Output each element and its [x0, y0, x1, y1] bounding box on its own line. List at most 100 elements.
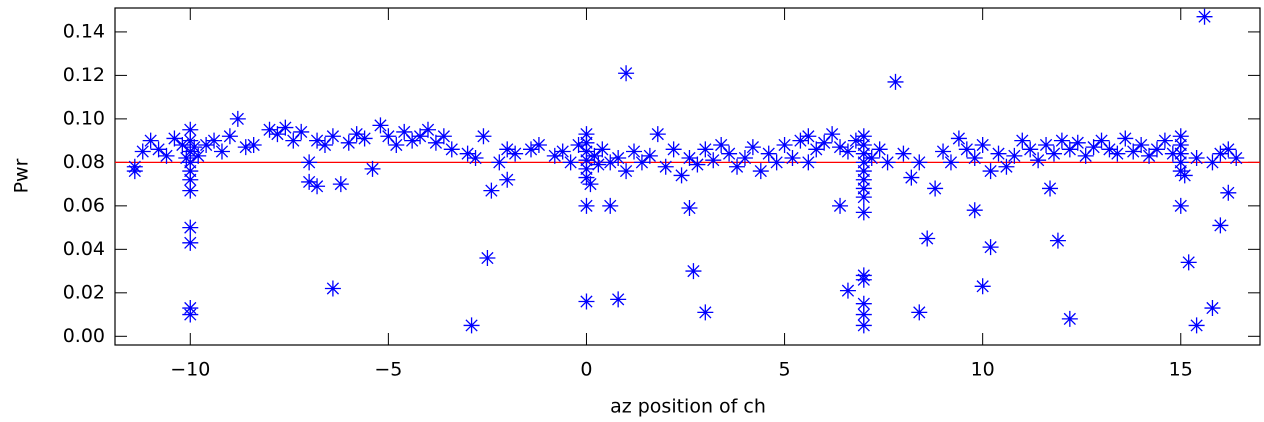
point: [499, 141, 516, 158]
point: [673, 167, 690, 184]
point: [808, 141, 825, 158]
point: [182, 163, 199, 180]
point: [832, 197, 849, 214]
x-tick-label: −5: [374, 359, 402, 381]
point: [348, 126, 365, 143]
point: [324, 280, 341, 297]
y-tick-label: 0.00: [63, 325, 105, 347]
point: [546, 147, 563, 164]
point: [1176, 167, 1193, 184]
point: [285, 132, 302, 149]
point: [839, 143, 856, 160]
point: [396, 123, 413, 140]
point: [309, 132, 326, 149]
point: [356, 130, 373, 147]
point: [855, 306, 872, 323]
point: [1125, 143, 1142, 160]
point: [340, 134, 357, 151]
point: [332, 176, 349, 193]
point: [182, 132, 199, 149]
point: [610, 150, 627, 167]
point: [1172, 128, 1189, 145]
point: [412, 128, 429, 145]
point: [855, 180, 872, 197]
point: [182, 234, 199, 251]
point: [1204, 154, 1221, 171]
point: [760, 145, 777, 162]
point: [903, 169, 920, 186]
point: [768, 154, 785, 171]
point: [166, 130, 183, 147]
point: [324, 128, 341, 145]
point: [832, 139, 849, 156]
point: [269, 126, 286, 143]
point: [800, 128, 817, 145]
point: [316, 136, 333, 153]
y-tick-label: 0.12: [63, 64, 105, 86]
point: [586, 147, 603, 164]
point: [309, 178, 326, 195]
point: [1196, 8, 1213, 25]
point: [871, 141, 888, 158]
point: [744, 139, 761, 156]
point: [530, 136, 547, 153]
point: [610, 291, 627, 308]
point: [855, 145, 872, 162]
point: [1038, 136, 1055, 153]
point: [966, 202, 983, 219]
point: [404, 132, 421, 149]
point: [1117, 130, 1134, 147]
point: [1188, 317, 1205, 334]
point: [1006, 147, 1023, 164]
point: [467, 150, 484, 167]
point: [570, 136, 587, 153]
point: [602, 154, 619, 171]
point: [578, 169, 595, 186]
point: [590, 156, 607, 173]
point: [681, 150, 698, 167]
point: [847, 132, 864, 149]
point: [863, 150, 880, 167]
point: [1109, 145, 1126, 162]
point: [261, 121, 278, 138]
point: [927, 180, 944, 197]
point: [1101, 141, 1118, 158]
point: [990, 145, 1007, 162]
point: [1061, 141, 1078, 158]
point: [507, 145, 524, 162]
point: [816, 134, 833, 151]
point: [182, 171, 199, 188]
point: [713, 136, 730, 153]
point: [935, 143, 952, 160]
point: [1204, 300, 1221, 317]
point: [1022, 141, 1039, 158]
point: [641, 147, 658, 164]
point: [855, 136, 872, 153]
point: [126, 163, 143, 180]
point: [301, 154, 318, 171]
point: [982, 163, 999, 180]
y-tick-label: 0.02: [63, 281, 105, 303]
point: [618, 163, 635, 180]
point: [1053, 132, 1070, 149]
point: [1148, 141, 1165, 158]
point: [1180, 254, 1197, 271]
point: [855, 163, 872, 180]
point: [919, 230, 936, 247]
point: [1172, 154, 1189, 171]
point: [1030, 152, 1047, 169]
point: [427, 134, 444, 151]
point: [190, 147, 207, 164]
point: [887, 73, 904, 90]
point: [594, 141, 611, 158]
point: [158, 147, 175, 164]
point: [221, 128, 238, 145]
point: [958, 141, 975, 158]
point: [419, 121, 436, 138]
point: [1049, 232, 1066, 249]
point: [855, 295, 872, 312]
point: [499, 171, 516, 188]
point: [974, 278, 991, 295]
point: [911, 154, 928, 171]
